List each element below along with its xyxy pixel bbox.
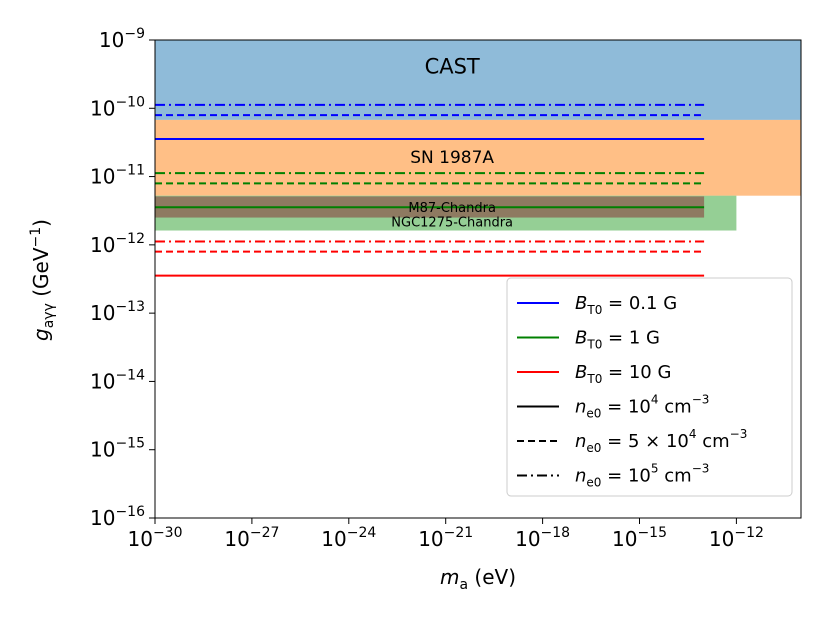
legend-label-1: BT0 = 0.1 G [575, 293, 677, 317]
regions-layer [155, 40, 801, 231]
region-cast [155, 40, 801, 120]
y-axis-label-sub: aγγ [41, 303, 57, 328]
y-tick-label: 10−16 [90, 504, 145, 530]
y-tick-label: 10−11 [90, 163, 145, 189]
x-tick-label: 10−27 [224, 525, 279, 551]
legend-label-4: ne0 = 104 cm−3 [575, 393, 709, 421]
ticks-layer: 10−30 10−27 10−24 10−21 10−18 10−15 10−12 10−9 1… [90, 26, 764, 551]
x-axis-label-main: m [440, 565, 459, 589]
x-tick-label: 10−21 [418, 525, 473, 551]
series-layer [155, 103, 705, 277]
x-axis-label: ma (eV) [440, 565, 516, 593]
legend: BT0 = 0.1 G BT0 = 1 G BT0 = 10 G ne0 = 104 … [506, 277, 793, 497]
y-axis-label: gaγγ (GeV−1) [28, 219, 57, 341]
region-label-ngc1275-chandra: NGC1275-Chandra [391, 216, 513, 231]
y-axis-label-unit-suffix: ) [29, 219, 53, 227]
x-tick-label: 10−24 [321, 525, 376, 551]
y-tick-label: 10−10 [90, 94, 145, 120]
y-tick-label: 10−15 [90, 436, 145, 462]
legend-label-3: BT0 = 10 G [575, 362, 671, 386]
y-tick-label: 10−14 [90, 367, 145, 393]
region-label-sn-1987a: SN 1987A [410, 148, 494, 168]
region-label-m87-chandra: M87-Chandra [408, 201, 496, 216]
x-axis-label-sub: a [459, 577, 468, 593]
x-tick-label: 10−12 [709, 525, 764, 551]
legend-label-2: BT0 = 1 G [575, 328, 660, 352]
legend-label-6: ne0 = 105 cm−3 [575, 462, 709, 490]
legend-label-5: ne0 = 5 × 104 cm−3 [575, 427, 747, 455]
legend-entries: BT0 = 0.1 G BT0 = 1 G BT0 = 10 G ne0 = 104 … [517, 293, 747, 490]
legend-box [506, 277, 793, 497]
y-tick-label: 10−12 [90, 231, 145, 257]
y-axis-label-unit-exp: −1 [28, 227, 44, 248]
x-tick-label: 10−30 [128, 525, 183, 551]
region-label-cast: CAST [425, 54, 480, 78]
x-axis-label-unit: (eV) [468, 565, 516, 589]
y-tick-label: 10−9 [99, 26, 145, 52]
plot-frame [154, 39, 802, 519]
y-tick-label: 10−13 [90, 299, 145, 325]
y-axis-label-main: g [29, 328, 53, 341]
x-tick-label: 10−18 [515, 525, 570, 551]
y-axis-label-unit-prefix: (GeV [29, 247, 53, 303]
x-tick-label: 10−15 [612, 525, 667, 551]
